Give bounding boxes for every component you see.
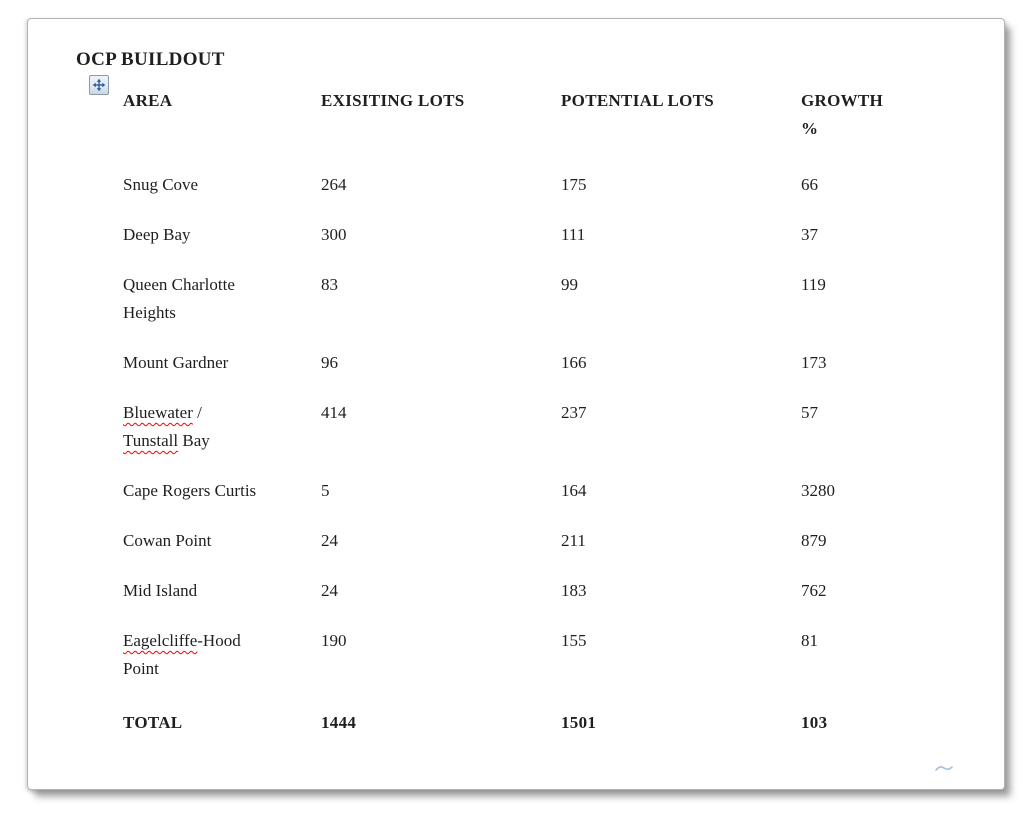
table-row: Mount Gardner 96 166 173 bbox=[123, 349, 931, 399]
table-container: AREA EXISITING LOTS POTENTIAL LOTS GROWTH% … bbox=[123, 87, 1004, 759]
area-cell: Mount Gardner bbox=[123, 349, 321, 399]
potential-cell: 99 bbox=[561, 275, 578, 294]
column-header-2: POTENTIAL LOTS bbox=[561, 91, 714, 110]
area-cell: Snug Cove bbox=[123, 171, 321, 221]
potential-cell: 183 bbox=[561, 581, 587, 600]
total-label-cell: TOTAL bbox=[123, 713, 183, 732]
document-page: OCP BUILDOUT AREA EXISITING LOTS POTENTIAL… bbox=[27, 18, 1005, 790]
area-text: Point bbox=[123, 659, 159, 678]
area-cell: Queen Charlotte Heights bbox=[123, 271, 321, 349]
table-row: Cowan Point 24 211 879 bbox=[123, 527, 931, 577]
resize-squiggle-icon bbox=[935, 766, 953, 771]
table-row: Bluewater / Tunstall Bay 414 237 57 bbox=[123, 399, 931, 477]
misspelled-word: Tunstall bbox=[123, 431, 179, 450]
table-row: Cape Rogers Curtis 5 164 3280 bbox=[123, 477, 931, 527]
growth-cell: 173 bbox=[801, 353, 827, 372]
area-text: Mid Island bbox=[123, 581, 198, 600]
growth-cell: 3280 bbox=[801, 481, 835, 500]
table-resize-handle[interactable] bbox=[934, 761, 954, 773]
existing-cell: 5 bbox=[321, 481, 330, 500]
column-header-0: AREA bbox=[123, 91, 173, 110]
potential-cell: 155 bbox=[561, 631, 587, 650]
total-row: TOTAL 1444 1501 103 bbox=[123, 705, 931, 759]
growth-cell: 66 bbox=[801, 175, 818, 194]
existing-cell: 83 bbox=[321, 275, 338, 294]
growth-cell: 119 bbox=[801, 275, 826, 294]
misspelled-word: Bluewater bbox=[123, 403, 193, 422]
area-cell: Cape Rogers Curtis bbox=[123, 477, 321, 527]
area-text: Bay bbox=[178, 431, 210, 450]
potential-cell: 164 bbox=[561, 481, 587, 500]
area-text: Mount Gardner bbox=[123, 353, 229, 372]
existing-cell: 24 bbox=[321, 581, 338, 600]
buildout-table: AREA EXISITING LOTS POTENTIAL LOTS GROWTH% … bbox=[123, 87, 931, 759]
growth-cell: 762 bbox=[801, 581, 827, 600]
area-text: Queen Charlotte bbox=[123, 275, 235, 294]
area-text: Deep Bay bbox=[123, 225, 191, 244]
move-cross-arrows-icon bbox=[92, 78, 106, 92]
potential-cell: 175 bbox=[561, 175, 587, 194]
existing-cell: 190 bbox=[321, 631, 347, 650]
growth-cell: 81 bbox=[801, 631, 818, 650]
total-value-cell: 1444 bbox=[321, 713, 357, 732]
table-row: Snug Cove 264 175 66 bbox=[123, 171, 931, 221]
potential-cell: 166 bbox=[561, 353, 587, 372]
total-value-cell: 1501 bbox=[561, 713, 597, 732]
document-content: OCP BUILDOUT AREA EXISITING LOTS POTENTIAL… bbox=[28, 19, 1004, 759]
growth-cell: 879 bbox=[801, 531, 827, 550]
potential-cell: 237 bbox=[561, 403, 587, 422]
existing-cell: 414 bbox=[321, 403, 347, 422]
area-cell: Deep Bay bbox=[123, 221, 321, 271]
area-cell: Cowan Point bbox=[123, 527, 321, 577]
potential-cell: 211 bbox=[561, 531, 586, 550]
area-text: Snug Cove bbox=[123, 175, 199, 194]
area-text: / bbox=[192, 403, 202, 422]
table-header: AREA EXISITING LOTS POTENTIAL LOTS GROWTH% bbox=[123, 87, 931, 171]
table-row: Mid Island 24 183 762 bbox=[123, 577, 931, 627]
table-row: Queen Charlotte Heights 83 99 119 bbox=[123, 271, 931, 349]
misspelled-word: Eagelcliffe bbox=[123, 631, 198, 650]
area-cell: Bluewater / Tunstall Bay bbox=[123, 399, 321, 477]
page-title: OCP BUILDOUT bbox=[76, 49, 225, 70]
existing-cell: 96 bbox=[321, 353, 338, 372]
area-cell: Eagelcliffe-Hood Point bbox=[123, 627, 321, 705]
table-body: Snug Cove 264 175 66 Deep Bay 300 111 37 Queen C… bbox=[123, 171, 931, 759]
existing-cell: 24 bbox=[321, 531, 338, 550]
area-text: -Hood bbox=[197, 631, 241, 650]
existing-cell: 300 bbox=[321, 225, 347, 244]
area-text: Cowan Point bbox=[123, 531, 212, 550]
growth-cell: 37 bbox=[801, 225, 818, 244]
table-row: Deep Bay 300 111 37 bbox=[123, 221, 931, 271]
area-text: Cape Rogers Curtis bbox=[123, 481, 257, 500]
existing-cell: 264 bbox=[321, 175, 347, 194]
table-move-handle-icon[interactable] bbox=[89, 75, 109, 95]
area-text: Heights bbox=[123, 303, 176, 322]
growth-cell: 57 bbox=[801, 403, 818, 422]
table-row: Eagelcliffe-Hood Point 190 155 81 bbox=[123, 627, 931, 705]
potential-cell: 111 bbox=[561, 225, 586, 244]
column-header-1: EXISITING LOTS bbox=[321, 91, 465, 110]
total-value-cell: 103 bbox=[801, 713, 828, 732]
column-header-3: GROWTH% bbox=[801, 91, 884, 138]
area-cell: Mid Island bbox=[123, 577, 321, 627]
